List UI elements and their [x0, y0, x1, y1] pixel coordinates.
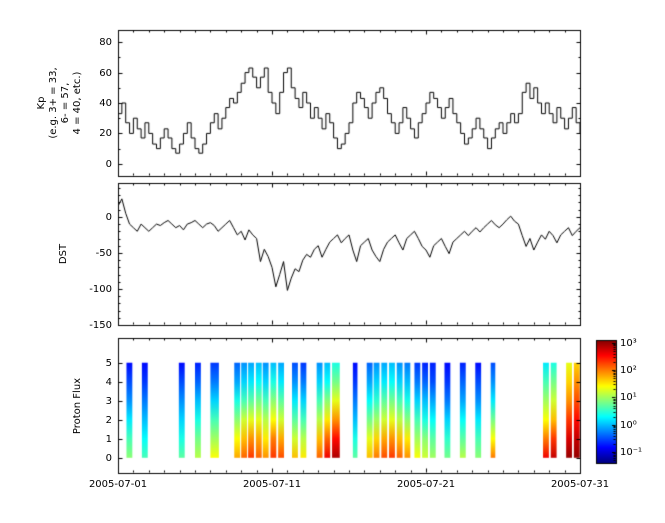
y-tick-label: 60: [99, 68, 112, 79]
y-tick-label: 0: [105, 159, 112, 170]
y-tick-label: 5: [105, 358, 112, 369]
colorbar-tick-label: 10¹: [620, 391, 637, 403]
y-tick-label: 2: [105, 415, 112, 426]
y-tick-label: -50: [95, 248, 112, 259]
y-tick-label: 4: [105, 377, 112, 388]
y-tick-label: 0: [105, 212, 112, 223]
x-tick-label: 2005-07-31: [550, 479, 610, 490]
y-tick-label: 40: [99, 98, 112, 109]
colorbar-tick-label: 10⁰: [620, 419, 637, 431]
y-tick-label: 1: [105, 434, 112, 445]
y-tick-label: 80: [99, 37, 112, 48]
y-tick-label: -100: [89, 284, 112, 295]
x-tick-label: 2005-07-11: [242, 479, 302, 490]
y-tick-label: -150: [89, 320, 112, 331]
x-tick-label: 2005-07-01: [88, 479, 148, 490]
colorbar-tick-label: 10⁻¹: [620, 446, 643, 458]
colorbar-tick-label: 10²: [620, 364, 637, 376]
y-tick-label: 3: [105, 396, 112, 407]
colorbar-tick-label: 10³: [620, 337, 637, 349]
x-tick-label: 2005-07-21: [396, 479, 456, 490]
y-tick-label: 0: [105, 453, 112, 464]
y-tick-label: 20: [99, 128, 112, 139]
